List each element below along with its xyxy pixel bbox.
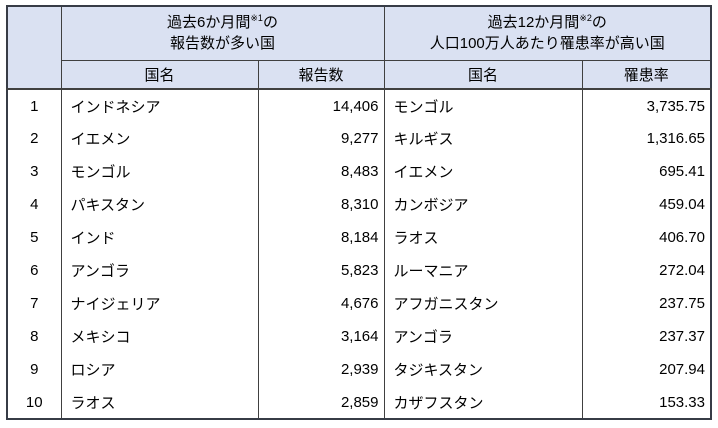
reports-cell: 8,310 <box>257 188 385 221</box>
country-cell: モンゴル <box>60 155 259 188</box>
country-cell: ルーマニア <box>383 254 583 287</box>
group-header-row: 過去6か月間※1の 報告数が多い国 過去12か月間※2の 人口100万人あたり罹… <box>6 5 712 90</box>
rank-cell: 10 <box>6 386 62 419</box>
rate-cell: 406.70 <box>581 221 712 254</box>
country-cell: ラオス <box>383 221 583 254</box>
reports-cell: 14,406 <box>257 89 385 122</box>
footnote-ref-1: ※1 <box>250 12 263 23</box>
right-group-header: 過去12か月間※2の 人口100万人あたり罹患率が高い国 <box>383 5 712 61</box>
table-row: 8 メキシコ 3,164 アンゴラ 237.37 <box>6 320 712 353</box>
country-cell: イエメン <box>383 155 583 188</box>
country-cell: カンボジア <box>383 188 583 221</box>
table-row: 4 パキスタン 8,310 カンボジア 459.04 <box>6 188 712 221</box>
country-header-right: 国名 <box>383 59 583 90</box>
rank-cell: 3 <box>6 155 62 188</box>
country-cell: インド <box>60 221 259 254</box>
table-row: 2 イエメン 9,277 キルギス 1,316.65 <box>6 122 712 155</box>
country-cell: メキシコ <box>60 320 259 353</box>
rate-cell: 153.33 <box>581 386 712 419</box>
reports-cell: 8,184 <box>257 221 385 254</box>
rank-cell: 7 <box>6 287 62 320</box>
table-row: 6 アンゴラ 5,823 ルーマニア 272.04 <box>6 254 712 287</box>
rate-cell: 695.41 <box>581 155 712 188</box>
right-group-line1-prefix: 過去12か月間 <box>487 13 580 31</box>
rank-cell: 2 <box>6 122 62 155</box>
reports-cell: 9,277 <box>257 122 385 155</box>
table-row: 5 インド 8,184 ラオス 406.70 <box>6 221 712 254</box>
country-cell: タジキスタン <box>383 353 583 386</box>
rank-cell: 6 <box>6 254 62 287</box>
country-cell: インドネシア <box>60 89 259 122</box>
country-cell: イエメン <box>60 122 259 155</box>
table-row: 9 ロシア 2,939 タジキスタン 207.94 <box>6 353 712 386</box>
reports-cell: 2,939 <box>257 353 385 386</box>
reports-cell: 4,676 <box>257 287 385 320</box>
rank-cell: 1 <box>6 89 62 122</box>
right-group-line2: 人口100万人あたり罹患率が高い国 <box>429 35 665 53</box>
rate-cell: 237.37 <box>581 320 712 353</box>
rate-cell: 272.04 <box>581 254 712 287</box>
rate-cell: 1,316.65 <box>581 122 712 155</box>
table-body: 1 インドネシア 14,406 モンゴル 3,735.75 2 イエメン 9,2… <box>6 89 712 419</box>
footnote-ref-2: ※2 <box>579 12 592 23</box>
rank-cell: 9 <box>6 353 62 386</box>
country-header-left: 国名 <box>60 59 259 90</box>
left-group-line1-prefix: 過去6か月間 <box>167 13 251 31</box>
rank-header-cell <box>6 5 62 90</box>
country-cell: キルギス <box>383 122 583 155</box>
table-row: 1 インドネシア 14,406 モンゴル 3,735.75 <box>6 89 712 122</box>
reports-cell: 5,823 <box>257 254 385 287</box>
ranking-table: 過去6か月間※1の 報告数が多い国 過去12か月間※2の 人口100万人あたり罹… <box>6 5 712 420</box>
reports-cell: 8,483 <box>257 155 385 188</box>
country-cell: ラオス <box>60 386 259 419</box>
rate-cell: 459.04 <box>581 188 712 221</box>
country-cell: ナイジェリア <box>60 287 259 320</box>
country-cell: パキスタン <box>60 188 259 221</box>
country-cell: モンゴル <box>383 89 583 122</box>
rate-header: 罹患率 <box>581 59 712 90</box>
reports-cell: 3,164 <box>257 320 385 353</box>
rank-cell: 5 <box>6 221 62 254</box>
country-cell: アンゴラ <box>383 320 583 353</box>
left-group-line2: 報告数が多い国 <box>169 35 275 53</box>
country-cell: アンゴラ <box>60 254 259 287</box>
table-header: 過去6か月間※1の 報告数が多い国 過去12か月間※2の 人口100万人あたり罹… <box>6 5 712 90</box>
table-row: 10 ラオス 2,859 カザフスタン 153.33 <box>6 386 712 419</box>
left-group-header: 過去6か月間※1の 報告数が多い国 <box>60 5 385 61</box>
left-group-line1-suffix: の <box>262 13 278 31</box>
table-row: 3 モンゴル 8,483 イエメン 695.41 <box>6 155 712 188</box>
country-cell: カザフスタン <box>383 386 583 419</box>
right-group-line1-suffix: の <box>591 13 607 31</box>
rate-cell: 3,735.75 <box>581 89 712 122</box>
table-row: 7 ナイジェリア 4,676 アフガニスタン 237.75 <box>6 287 712 320</box>
country-cell: ロシア <box>60 353 259 386</box>
country-cell: アフガニスタン <box>383 287 583 320</box>
reports-cell: 2,859 <box>257 386 385 419</box>
sub-header-row: 国名 報告数 国名 罹患率 <box>7 59 712 90</box>
rate-cell: 237.75 <box>581 287 712 320</box>
rate-cell: 207.94 <box>581 353 712 386</box>
rank-cell: 8 <box>6 320 62 353</box>
reports-header: 報告数 <box>257 59 385 90</box>
rank-cell: 4 <box>6 188 62 221</box>
